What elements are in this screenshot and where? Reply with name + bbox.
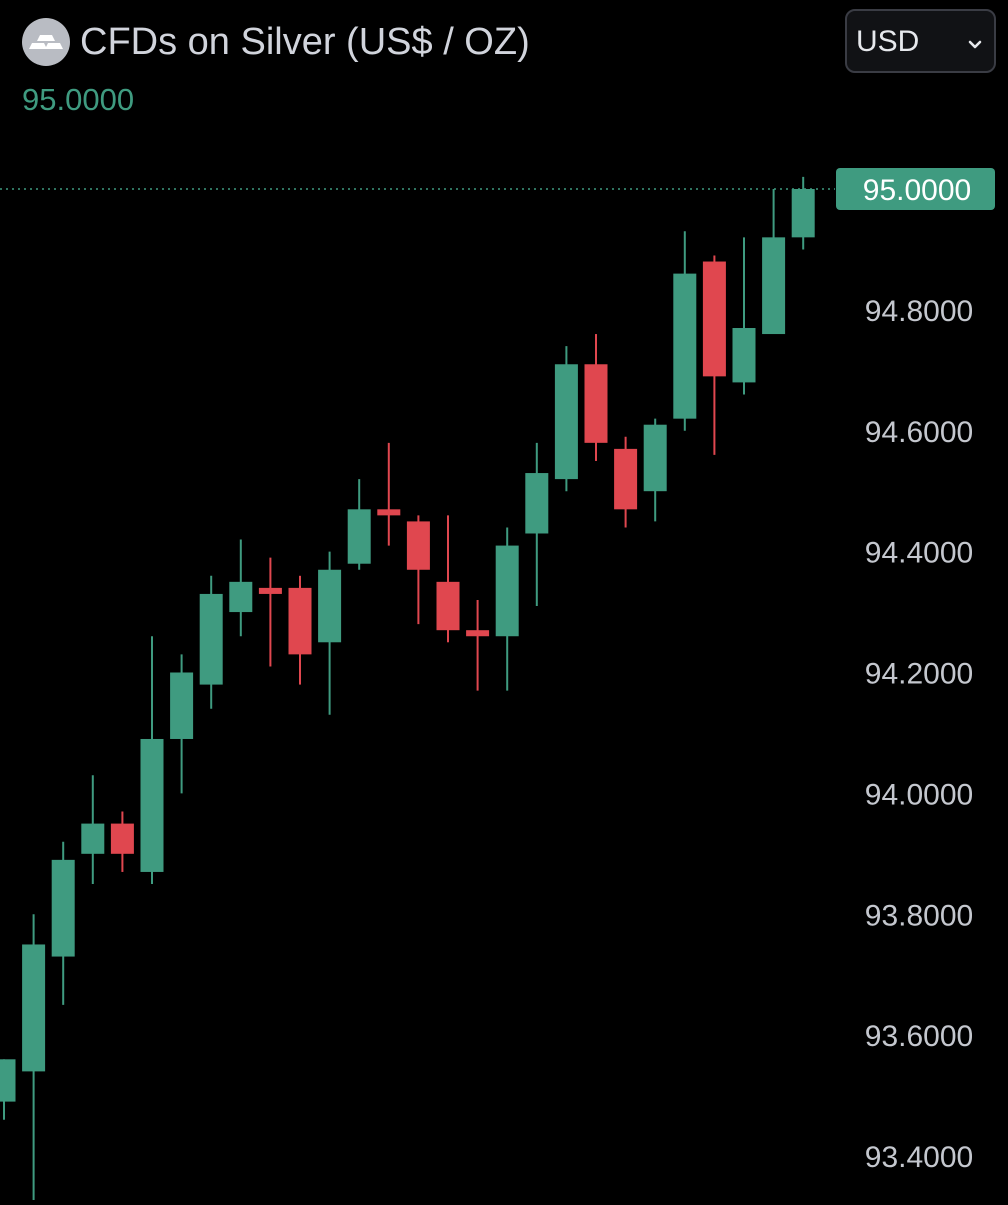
- candle-body: [406, 521, 430, 570]
- instrument-title: CFDs on Silver (US$ / OZ): [80, 21, 530, 63]
- candle-body: [110, 823, 134, 854]
- candle[interactable]: [406, 515, 430, 625]
- candle-body: [702, 261, 726, 377]
- candle-body: [347, 509, 371, 564]
- candle-body: [732, 328, 756, 383]
- candle[interactable]: [347, 479, 371, 570]
- silver-bars-icon: [22, 18, 70, 66]
- candles-layer: [0, 176, 815, 1200]
- y-axis-tick-label: 93.8000: [865, 899, 973, 932]
- candle-body: [643, 424, 667, 492]
- candle[interactable]: [466, 599, 490, 691]
- candle-body: [436, 581, 460, 631]
- candle-body: [81, 823, 105, 854]
- candle[interactable]: [614, 436, 638, 528]
- currency-value: USD: [856, 25, 920, 58]
- candle-body: [525, 473, 549, 534]
- candle-body: [377, 509, 401, 516]
- y-axis-tick-label: 93.6000: [865, 1020, 973, 1053]
- candle-body: [466, 630, 490, 637]
- candle-body: [495, 545, 519, 637]
- candle[interactable]: [732, 237, 756, 395]
- candle[interactable]: [258, 557, 282, 667]
- price-axis: 94.8000 94.6000 94.4000 94.2000 94.0000 93.80…: [865, 295, 973, 1174]
- candle-body: [140, 738, 164, 872]
- candle[interactable]: [702, 255, 726, 455]
- candle-body: [762, 237, 786, 335]
- candle[interactable]: [199, 575, 223, 709]
- candle[interactable]: [525, 442, 549, 607]
- candle-body: [0, 1059, 16, 1102]
- candle[interactable]: [643, 418, 667, 522]
- candle-body: [258, 587, 282, 594]
- y-axis-tick-label: 94.8000: [865, 295, 973, 328]
- candle[interactable]: [318, 551, 342, 715]
- candle-body: [288, 587, 312, 655]
- candle[interactable]: [51, 841, 75, 1005]
- y-axis-tick-label: 94.4000: [865, 537, 973, 570]
- candle-body: [318, 569, 342, 643]
- y-axis-tick-label: 93.4000: [865, 1141, 973, 1174]
- candle[interactable]: [81, 775, 105, 885]
- candle-body: [673, 273, 697, 419]
- candle-body: [51, 859, 75, 957]
- current-price-line-layer: 95.0000: [0, 168, 995, 210]
- candle[interactable]: [436, 515, 460, 643]
- chart-header: CFDs on Silver (US$ / OZ) 95.0000 USD: [0, 0, 1008, 130]
- last-price: 95.0000: [22, 82, 135, 117]
- current-price-tag-label: 95.0000: [863, 174, 971, 207]
- candle[interactable]: [0, 1059, 16, 1120]
- candle[interactable]: [584, 334, 608, 461]
- candle-body: [229, 581, 253, 613]
- candle-body: [554, 364, 578, 480]
- currency-select[interactable]: USD: [845, 9, 996, 73]
- candle[interactable]: [791, 176, 815, 250]
- chevron-down-icon: [968, 37, 982, 55]
- candle[interactable]: [170, 654, 194, 794]
- candle-body: [584, 364, 608, 443]
- candle[interactable]: [229, 539, 253, 637]
- candle[interactable]: [673, 231, 697, 431]
- candle[interactable]: [495, 527, 519, 691]
- candle-body: [199, 593, 223, 685]
- current-price-tag: [836, 168, 995, 210]
- candle[interactable]: [22, 914, 46, 1200]
- y-axis-tick-label: 94.2000: [865, 658, 973, 691]
- candle[interactable]: [140, 636, 164, 885]
- candle-body: [791, 189, 815, 238]
- candle-body: [614, 448, 638, 510]
- y-axis-tick-label: 94.0000: [865, 778, 973, 811]
- candle-body: [22, 944, 46, 1072]
- candle[interactable]: [377, 442, 401, 546]
- candle[interactable]: [110, 811, 134, 872]
- candle[interactable]: [554, 346, 578, 492]
- candle[interactable]: [288, 575, 312, 685]
- y-axis-tick-label: 94.6000: [865, 416, 973, 449]
- candle-body: [170, 672, 194, 739]
- candle[interactable]: [762, 189, 786, 335]
